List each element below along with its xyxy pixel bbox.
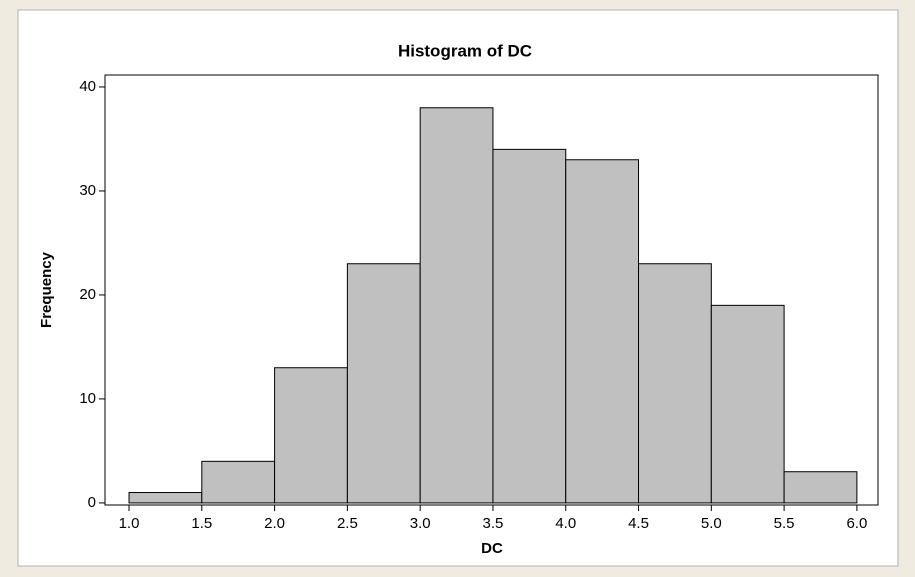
bar	[346, 263, 421, 504]
y-axis-label: Frequency	[38, 251, 55, 328]
y-tick-label: 40	[79, 78, 96, 95]
x-tick-label: 4.5	[628, 515, 649, 532]
x-tick-label: 5.5	[774, 515, 795, 532]
y-tick-label: 0	[88, 494, 96, 511]
bar	[565, 159, 640, 504]
x-tick-label: 4.0	[555, 515, 576, 532]
x-tick-label: 3.5	[483, 515, 504, 532]
y-tick-label: 20	[79, 286, 96, 303]
bar	[419, 107, 494, 504]
x-axis-label: DC	[481, 540, 503, 557]
bar	[274, 367, 348, 504]
x-tick-label: 1.0	[119, 515, 140, 532]
y-tick-label: 10	[79, 390, 96, 407]
y-tick-label: 30	[79, 182, 96, 199]
x-tick-label: 2.5	[337, 515, 358, 532]
bar	[128, 492, 203, 504]
x-tick-label: 2.0	[264, 515, 285, 532]
chart-title: Histogram of DC	[398, 41, 532, 60]
x-tick-label: 6.0	[846, 515, 867, 532]
bar	[710, 304, 785, 504]
x-tick-label: 1.5	[191, 515, 212, 532]
plot-frame	[104, 74, 879, 506]
bar	[783, 471, 858, 504]
x-tick-label: 3.0	[410, 515, 431, 532]
x-tick-label: 5.0	[701, 515, 722, 532]
bar	[638, 263, 712, 504]
bar	[492, 148, 567, 504]
bar	[201, 460, 276, 504]
